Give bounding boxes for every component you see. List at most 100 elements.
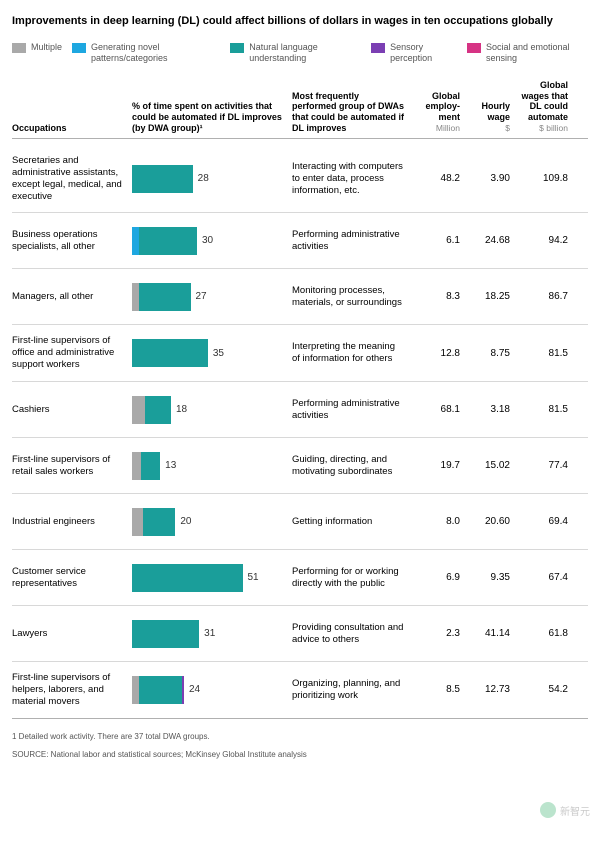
bar-segment-nlu (143, 508, 176, 536)
wage-value: 15.02 (460, 460, 510, 471)
global-wages-value: 67.4 (510, 572, 568, 583)
occupation-name: Business operations specialists, all oth… (12, 229, 132, 253)
bar-segment-multiple (132, 452, 141, 480)
stacked-bar (132, 676, 184, 704)
bar-value-label: 31 (204, 628, 215, 639)
stacked-bar (132, 227, 197, 255)
global-wages-value: 81.5 (510, 348, 568, 359)
employment-value: 12.8 (410, 348, 460, 359)
legend-swatch (230, 43, 244, 53)
occupation-name: First-line supervisors of helpers, labor… (12, 672, 132, 708)
bar-segment-nlu (139, 676, 182, 704)
watermark-text: 新智元 (560, 803, 590, 818)
dwa-text: Getting information (292, 516, 410, 528)
legend-label: Multiple (31, 42, 62, 53)
legend-swatch (72, 43, 86, 53)
table-row: First-line supervisors of retail sales w… (12, 438, 588, 494)
bar-value-label: 20 (180, 516, 191, 527)
table-row: First-line supervisors of office and adm… (12, 325, 588, 382)
legend-swatch (371, 43, 385, 53)
occupation-name: First-line supervisors of office and adm… (12, 335, 132, 371)
table-row: Secretaries and administrative assistant… (12, 145, 588, 214)
employment-value: 48.2 (410, 173, 460, 184)
legend-item: Sensory perception (371, 42, 457, 64)
employment-value: 68.1 (410, 404, 460, 415)
bar-segment-nlu (132, 564, 243, 592)
table-row: First-line supervisors of helpers, labor… (12, 662, 588, 719)
global-wages-value: 109.8 (510, 173, 568, 184)
bar-value-label: 51 (248, 572, 259, 583)
table-row: Business operations specialists, all oth… (12, 213, 588, 269)
bar-segment-nlu (141, 452, 161, 480)
col-header-bar: % of time spent on activities that could… (132, 101, 292, 133)
occupation-name: Customer service representatives (12, 566, 132, 590)
table-row: Lawyers 31 Providing consultation and advi… (12, 606, 588, 662)
bar-cell: 18 (132, 396, 292, 424)
watermark-icon (540, 802, 556, 818)
watermark: 新智元 (540, 802, 590, 818)
bar-value-label: 13 (165, 460, 176, 471)
table-row: Managers, all other27Monitoring processe… (12, 269, 588, 325)
bar-value-label: 35 (213, 348, 224, 359)
bar-value-label: 24 (189, 684, 200, 695)
wage-value: 24.68 (460, 235, 510, 246)
wage-value: 18.25 (460, 291, 510, 302)
col-header-global: Global wages that DL could automate$ bil… (510, 80, 568, 134)
stacked-bar (132, 564, 243, 592)
dwa-text: Monitoring processes, materials, or surr… (292, 285, 410, 309)
bar-segment-nlu (145, 396, 171, 424)
legend-label: Social and emotional sensing (486, 42, 588, 64)
bar-cell: 24 (132, 676, 292, 704)
bar-segment-multiple (132, 508, 143, 536)
stacked-bar (132, 165, 193, 193)
employment-value: 8.0 (410, 516, 460, 527)
bar-cell: 20 (132, 508, 292, 536)
bar-cell: 13 (132, 452, 292, 480)
legend-item: Natural language understanding (230, 42, 361, 64)
bar-cell: 28 (132, 165, 292, 193)
bar-segment-nlu (132, 339, 208, 367)
data-table: Occupations % of time spent on activitie… (12, 80, 588, 719)
global-wages-value: 77.4 (510, 460, 568, 471)
global-wages-value: 86.7 (510, 291, 568, 302)
wage-value: 3.18 (460, 404, 510, 415)
stacked-bar (132, 508, 175, 536)
global-wages-value: 54.2 (510, 684, 568, 695)
wage-value: 9.35 (460, 572, 510, 583)
col-header-dwa: Most frequently performed group of DWAs … (292, 91, 410, 134)
dwa-text: Interacting with computers to enter data… (292, 161, 410, 197)
table-row: Cashiers18Performing administrative acti… (12, 382, 588, 438)
employment-value: 19.7 (410, 460, 460, 471)
occupation-name: Industrial engineers (12, 516, 132, 528)
legend-item: Social and emotional sensing (467, 42, 588, 64)
legend-item: Multiple (12, 42, 62, 53)
occupation-name: Lawyers (12, 628, 132, 640)
wage-value: 41.14 (460, 628, 510, 639)
wage-value: 12.73 (460, 684, 510, 695)
bar-value-label: 28 (198, 173, 209, 184)
legend-swatch (12, 43, 26, 53)
legend-item: Generating novel patterns/categories (72, 42, 220, 64)
legend-label: Sensory perception (390, 42, 457, 64)
dwa-text: Performing administrative activities (292, 229, 410, 253)
bar-value-label: 30 (202, 235, 213, 246)
bar-cell: 27 (132, 283, 292, 311)
stacked-bar (132, 620, 199, 648)
wage-value: 3.90 (460, 173, 510, 184)
legend-swatch (467, 43, 481, 53)
dwa-text: Organizing, planning, and prioritizing w… (292, 678, 410, 702)
dwa-text: Performing for or working directly with … (292, 566, 410, 590)
stacked-bar (132, 396, 171, 424)
col-header-occupation: Occupations (12, 123, 132, 134)
dwa-text: Providing consultation and advice to oth… (292, 622, 410, 646)
col-header-wage: Hourly wage$ (460, 101, 510, 133)
global-wages-value: 81.5 (510, 404, 568, 415)
bar-segment-multiple (132, 396, 145, 424)
chart-title: Improvements in deep learning (DL) could… (12, 14, 588, 28)
bar-segment-nlu (132, 165, 193, 193)
bar-segment-nlu (139, 227, 198, 255)
global-wages-value: 94.2 (510, 235, 568, 246)
employment-value: 8.5 (410, 684, 460, 695)
bar-cell: 51 (132, 564, 292, 592)
bar-value-label: 27 (196, 291, 207, 302)
